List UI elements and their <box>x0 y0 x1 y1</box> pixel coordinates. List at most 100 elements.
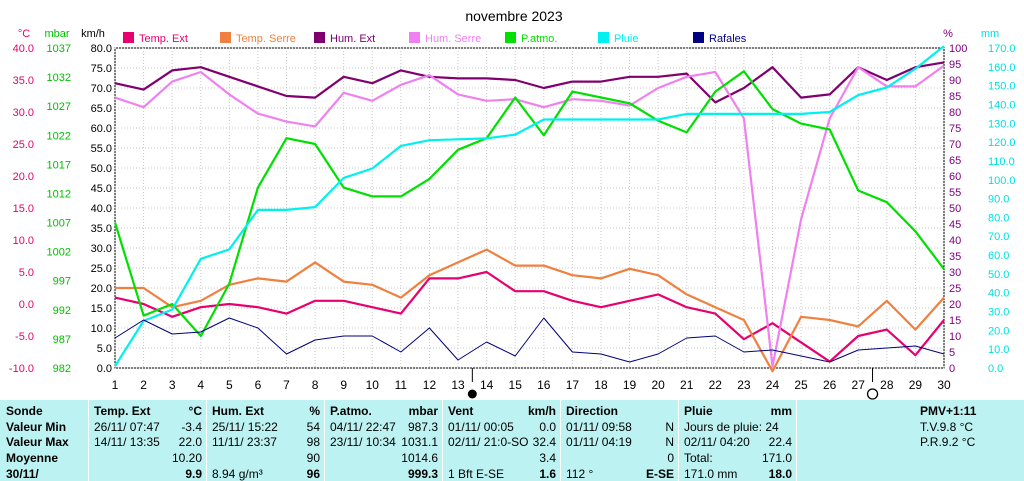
humidity-axis-tick-label: 10 <box>949 331 961 343</box>
temp-axis-tick-label: 5.0 <box>19 267 34 279</box>
series-line-temp-serre <box>115 248 945 373</box>
rain-axis-tick-label: 150.0 <box>988 81 1016 93</box>
humidity-axis-tick-label: 50 <box>949 203 961 215</box>
rain-axis-tick-label: 0.0 <box>988 363 1003 375</box>
hum-unit: % <box>309 404 320 418</box>
x-tick-label: 17 <box>566 378 580 392</box>
wind-axis-tick-label: 5.0 <box>97 343 112 355</box>
rain-axis-unit: mm <box>981 28 999 40</box>
rain-axis-tick-label: 50.0 <box>988 269 1009 281</box>
rain-axis-tick-label: 120.0 <box>988 137 1016 149</box>
x-tick-label: 25 <box>794 378 808 392</box>
x-tick-label: 1 <box>112 378 119 392</box>
temp-current-value: 9.9 <box>185 467 202 481</box>
wind-axis-tick-label: 75.0 <box>91 63 112 75</box>
rain-axis-tick-label: 60.0 <box>988 250 1009 262</box>
x-tick-label: 18 <box>594 378 608 392</box>
table-col-labels: Sonde Valeur Min Valeur Max Moyenne 30/1… <box>0 400 89 481</box>
wind-max-value: 32.4 <box>532 435 556 449</box>
x-tick-label: 29 <box>909 378 923 392</box>
x-tick-label: 7 <box>283 378 290 392</box>
wind-axis-tick-label: 60.0 <box>91 123 112 135</box>
temp-max-date: 14/11/ 13:35 <box>94 435 160 449</box>
table-col-rain: Pluie mm Jours de pluie: 24 02/11/ 04:20 2… <box>678 400 797 481</box>
temp-min-value: -3.4 <box>181 420 202 434</box>
rain-total-label: Total: <box>684 451 713 465</box>
pressure-max-date: 23/11/ 10:34 <box>330 435 396 449</box>
wind-axis-tick-label: 45.0 <box>91 183 112 195</box>
x-tick-label: 4 <box>197 378 204 392</box>
legend: Temp. Ext Temp. Serre Hum. Ext Hum. Serre P.… <box>123 32 747 45</box>
pressure-axis-unit: mbar <box>44 28 69 40</box>
row-label-current: 30/11/ <box>6 467 39 481</box>
wind-axis-tick-label: 25.0 <box>91 263 112 275</box>
humidity-axis-tick-label: 95 <box>949 59 961 71</box>
wind-axis-tick-label: 55.0 <box>91 143 112 155</box>
legend-label: Hum. Ext <box>330 33 375 45</box>
x-tick-label: 6 <box>255 378 262 392</box>
wind-axis-tick-label: 50.0 <box>91 163 112 175</box>
wind-axis-tick-label: 40.0 <box>91 203 112 215</box>
direction-max-date: 01/11/ 04:19 <box>566 435 632 449</box>
legend-label: P.atmo. <box>521 33 558 45</box>
full-moon-marker <box>866 388 879 400</box>
wind-unit: km/h <box>527 404 556 418</box>
hum-max-value: 98 <box>306 435 320 449</box>
temp-axis-tick-label: 15.0 <box>13 203 34 215</box>
wind-axis-tick-label: 15.0 <box>91 303 112 315</box>
series-line-hum-serre <box>114 64 945 368</box>
wind-current-value: 1.6 <box>539 467 556 481</box>
x-tick-label: 21 <box>680 378 694 392</box>
rain-days: Jours de pluie: 24 <box>684 420 779 434</box>
x-tick-label: 27 <box>852 378 866 392</box>
rain-axis-tick-label: 40.0 <box>988 288 1009 300</box>
sonde-header: Sonde <box>6 404 43 418</box>
temp-axis-tick-label: -10.0 <box>9 363 34 375</box>
temp-axis-tick-label: 40.0 <box>13 43 34 55</box>
x-tick-label: 20 <box>651 378 665 392</box>
rain-axis-tick-label: 140.0 <box>988 99 1016 111</box>
pmv-header: PMV+1:11 <box>920 404 977 418</box>
humidity-axis-tick-label: 85 <box>949 91 961 103</box>
humidity-axis-tick-label: 45 <box>949 219 961 231</box>
humidity-axis-tick-label: 80 <box>949 107 961 119</box>
legend-swatch <box>409 32 420 43</box>
row-label-min: Valeur Min <box>6 420 67 434</box>
legend-swatch <box>220 32 231 43</box>
x-tick-label: 23 <box>737 378 751 392</box>
pressure-unit: mbar <box>408 404 438 418</box>
x-tick-label: 13 <box>451 378 465 392</box>
pressure-min-date: 04/11/ 22:47 <box>330 420 396 434</box>
humidity-axis-tick-label: 40 <box>949 235 961 247</box>
chart-title: novembre 2023 <box>465 8 563 24</box>
rain-axis-tick-label: 30.0 <box>988 307 1009 319</box>
wind-axis-tick-label: 80.0 <box>91 43 112 55</box>
x-tick-label: 3 <box>169 378 176 392</box>
pressure-min-value: 987.3 <box>407 420 438 434</box>
pressure-axis-tick-label: 1032 <box>47 72 71 84</box>
wind-header: Vent <box>448 404 474 418</box>
legend-label: Temp. Ext <box>139 33 188 45</box>
temp-axis-tick-label: -5.0 <box>15 331 34 343</box>
axes: -10.0-5.00.05.010.015.020.025.030.035.04… <box>9 28 1016 392</box>
x-tick-label: 30 <box>937 378 951 392</box>
hum-absolute: 8.94 g/m³ <box>212 467 263 481</box>
direction-min-date: 01/11/ 09:58 <box>566 420 632 434</box>
legend-label: Hum. Serre <box>425 33 481 45</box>
moon-markers <box>467 368 879 400</box>
wind-axis-tick-label: 0.0 <box>97 363 112 375</box>
hum-avg-value: 90 <box>306 451 320 465</box>
legend-swatch <box>598 32 609 43</box>
direction-degrees: 112 ° <box>566 467 594 481</box>
pressure-axis-tick-label: 992 <box>53 305 71 317</box>
table-col-humidity: Hum. Ext% 25/11/ 15:22 54 11/11/ 23:37 98 … <box>206 400 325 481</box>
table-col-temp: Temp. Ext °C 26/11/ 07:47 -3.4 14/11/ 13:3… <box>88 400 207 481</box>
humidity-axis-tick-label: 30 <box>949 267 961 279</box>
table-col-direction: Direction 01/11/ 09:58 N 01/11/ 04:19 N 0 … <box>560 400 679 481</box>
rain-axis-tick-label: 80.0 <box>988 212 1009 224</box>
pressure-current-value: 999.3 <box>407 467 438 481</box>
x-tick-label: 2 <box>140 378 147 392</box>
hum-header: Hum. Ext <box>212 404 265 418</box>
x-tick-label: 15 <box>509 378 523 392</box>
wind-axis-tick-label: 20.0 <box>91 283 112 295</box>
